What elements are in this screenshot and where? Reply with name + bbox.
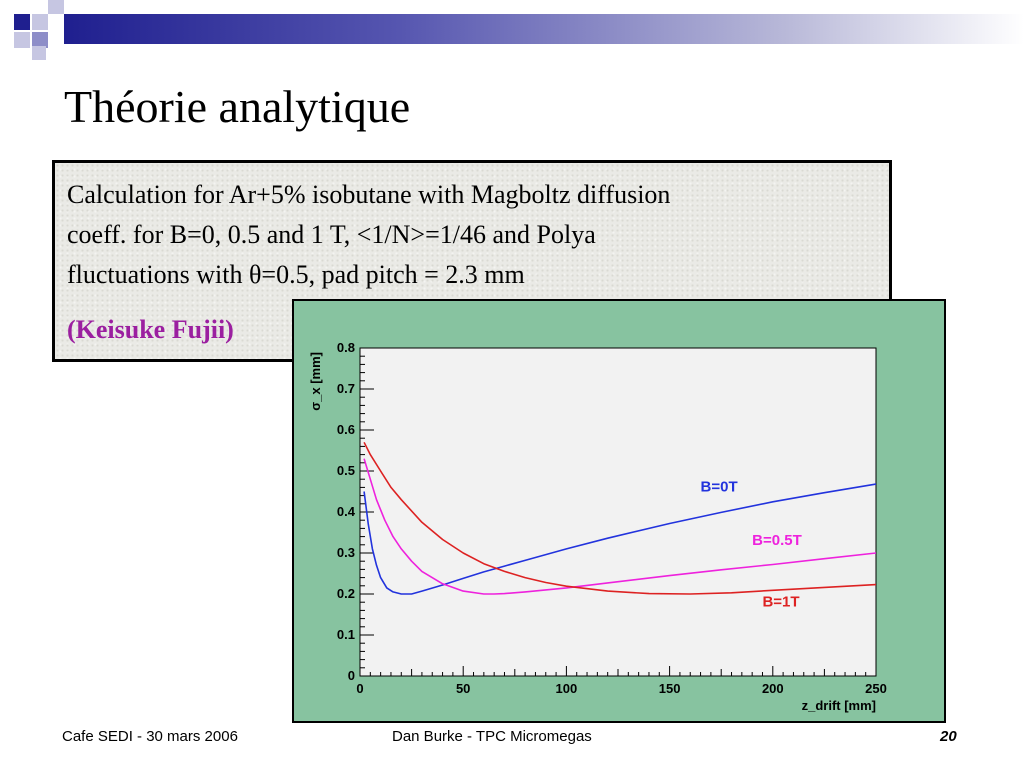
footer-event: Cafe SEDI - 30 mars 2006 (62, 728, 238, 745)
header-gradient-bar (64, 14, 1024, 44)
series-label-1: B=0T (701, 479, 738, 496)
y-tick-label: 0.4 (337, 504, 356, 519)
y-tick-label: 0.6 (337, 422, 355, 437)
y-tick-label: 0 (348, 668, 355, 683)
description-line-3: fluctuations with θ=0.5, pad pitch = 2.3… (67, 260, 525, 289)
decor-square-dark (14, 14, 30, 30)
series-line-3 (363, 441, 877, 595)
y-tick-label: 0.5 (337, 463, 355, 478)
x-tick-label: 0 (356, 681, 363, 696)
y-tick-label: 0.2 (337, 586, 355, 601)
decor-square-light (32, 46, 46, 60)
x-tick-label: 150 (659, 681, 681, 696)
chart-panel: 0 50 100 150 200 250 0 0.1 0.2 0.3 0.4 0.5 0.6 0.7 0.8… (292, 299, 946, 723)
x-axis-label: z_drift [mm] (802, 698, 876, 713)
series-label-3: B=1T (762, 593, 799, 610)
plot-area (359, 347, 877, 677)
decor-square-mid (32, 32, 48, 48)
x-tick-label: 250 (865, 681, 887, 696)
decor-square-light (32, 14, 48, 30)
y-tick-label: 0.7 (337, 381, 355, 396)
y-tick-label: 0.8 (337, 340, 355, 355)
slide-title: Théorie analytique (64, 81, 411, 132)
description-text: Calculation for Ar+5% isobutane with Mag… (67, 175, 873, 295)
footer-author: Dan Burke - TPC Micromegas (392, 728, 592, 745)
x-tick-label: 200 (762, 681, 784, 696)
decor-square-light (14, 32, 30, 48)
x-tick-label: 50 (456, 681, 470, 696)
series-line-2 (363, 458, 877, 595)
description-line-2: coeff. for B=0, 0.5 and 1 T, <1/N>=1/46 … (67, 220, 596, 249)
y-axis-label: σ_x [mm] (308, 352, 323, 411)
page-number: 20 (940, 728, 957, 745)
y-tick-label: 0.1 (337, 627, 355, 642)
x-tick-label: 100 (556, 681, 578, 696)
author-credit: (Keisuke Fujii) (67, 315, 234, 344)
series-line-1 (363, 483, 877, 595)
series-label-2: B=0.5T (752, 532, 802, 549)
decor-square-light (48, 0, 64, 14)
sigma-vs-drift-chart: 0 50 100 150 200 250 0 0.1 0.2 0.3 0.4 0.5 0.6 0.7 0.8… (308, 340, 887, 713)
y-tick-label: 0.3 (337, 545, 355, 560)
description-line-1: Calculation for Ar+5% isobutane with Mag… (67, 180, 671, 209)
